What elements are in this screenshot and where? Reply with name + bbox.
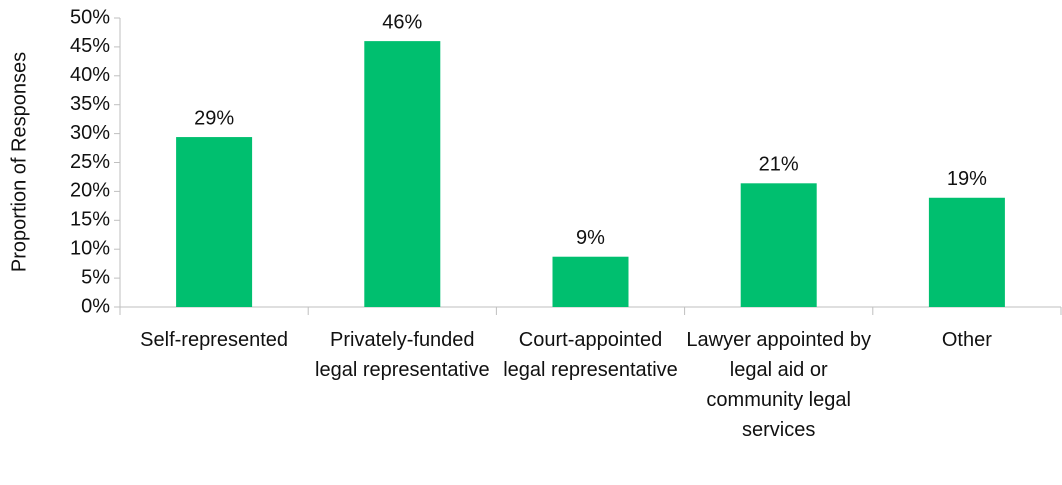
- bar: [740, 183, 817, 307]
- y-tick-label: 15%: [70, 209, 110, 231]
- x-tick-label: Lawyer appointed by legal aid or communi…: [686, 329, 871, 441]
- y-tick-label: 10%: [70, 237, 110, 259]
- data-label: 19%: [947, 168, 987, 190]
- x-tick-label: Privately-funded legal representative: [315, 329, 490, 381]
- y-tick-label: 35%: [70, 93, 110, 115]
- y-tick-label: 45%: [70, 35, 110, 57]
- bar: [928, 197, 1005, 307]
- data-label: 29%: [194, 107, 234, 129]
- x-tick-label: Other: [941, 329, 992, 351]
- bar: [552, 256, 629, 307]
- y-tick-label: 25%: [70, 151, 110, 173]
- y-tick-label: 50%: [70, 6, 110, 28]
- data-label: 9%: [576, 227, 605, 249]
- y-tick-label: 40%: [70, 64, 110, 86]
- x-tick-label: Court-appointed legal representative: [503, 329, 678, 381]
- y-tick-label: 0%: [81, 295, 110, 317]
- data-label: 21%: [759, 154, 799, 176]
- x-tick-label: Self-represented: [140, 329, 289, 351]
- data-label: 46%: [382, 11, 422, 33]
- bar: [176, 137, 253, 307]
- y-tick-label: 30%: [70, 122, 110, 144]
- y-tick-label: 20%: [70, 180, 110, 202]
- bar: [364, 41, 441, 308]
- y-axis-label: Proportion of Responses: [8, 52, 30, 272]
- y-tick-label: 5%: [81, 266, 110, 288]
